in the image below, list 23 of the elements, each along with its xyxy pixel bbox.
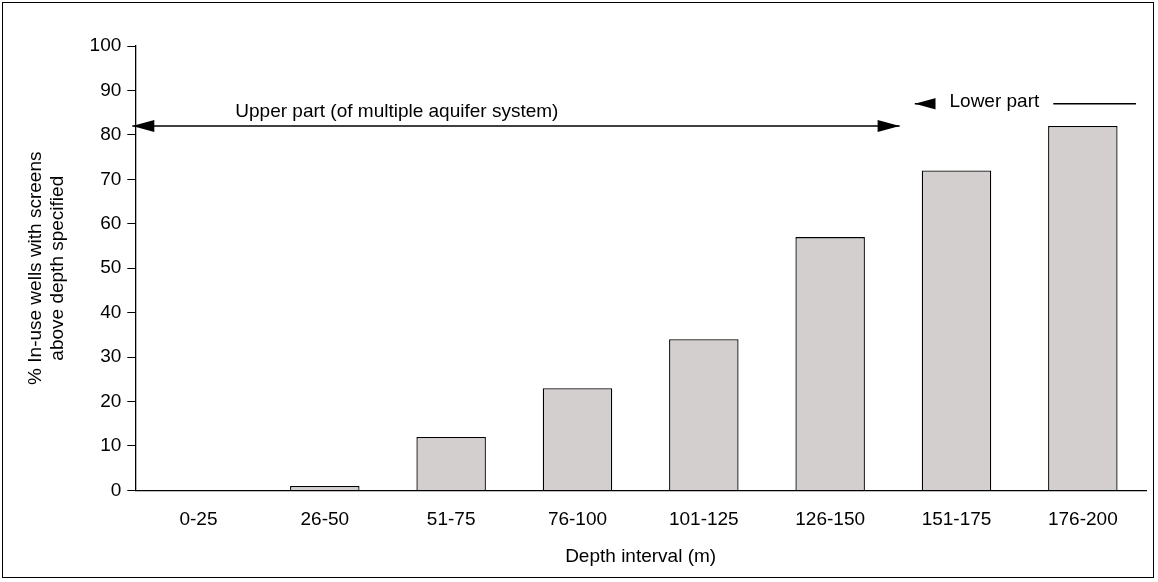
y-tick-label: 30 [100, 345, 122, 367]
y-tick-label: 0 [110, 478, 122, 500]
y-tick-label: 80 [100, 123, 122, 145]
y-tick-label: 90 [100, 78, 122, 100]
x-tick-label: 126-150 [795, 508, 866, 530]
x-tick-label: 151-175 [921, 508, 992, 530]
y-axis-title: % In-use wells with screens above depth specified [23, 151, 68, 385]
x-tick-label: 76-100 [547, 508, 608, 530]
annotation: Lower part [949, 90, 1040, 112]
x-tick-label: 101-125 [668, 508, 739, 530]
y-tick-label: 20 [100, 389, 122, 411]
x-tick-label: 176-200 [1047, 508, 1118, 530]
y-tick-label: 10 [100, 434, 122, 456]
y-tick-label: 40 [100, 300, 122, 322]
y-tick-label: 50 [100, 256, 122, 278]
x-tick-label: 0-25 [179, 508, 218, 530]
y-tick-label: 100 [89, 34, 122, 56]
y-tick-label: 70 [100, 167, 122, 189]
annotation: Upper part (of multiple aquifer system) [235, 100, 559, 122]
x-tick-label: 51-75 [426, 508, 476, 530]
x-tick-label: 26-50 [300, 508, 350, 530]
x-axis-title: Depth interval (m) [565, 544, 717, 566]
y-tick-label: 60 [100, 211, 122, 233]
